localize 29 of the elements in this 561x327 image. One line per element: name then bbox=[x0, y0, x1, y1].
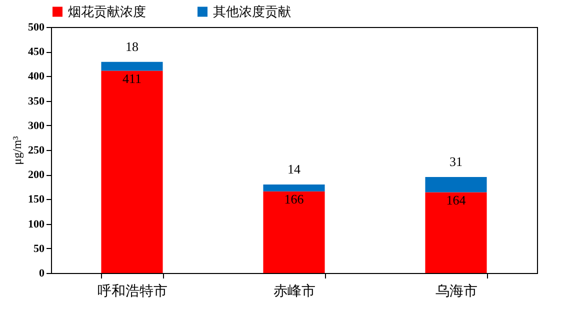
bar bbox=[263, 184, 325, 192]
y-tick-label: 200 bbox=[28, 169, 45, 182]
bar bbox=[425, 192, 487, 273]
x-tick-label: 乌海市 bbox=[436, 284, 478, 300]
x-tick-label: 赤峰市 bbox=[274, 284, 316, 300]
bar bbox=[101, 70, 163, 273]
y-tick-label: 350 bbox=[28, 95, 45, 108]
y-tick-label: 500 bbox=[28, 22, 45, 34]
data-label: 31 bbox=[450, 154, 462, 170]
bar bbox=[263, 191, 325, 273]
x-tick-label: 呼和浩特市 bbox=[98, 284, 168, 300]
y-tick-label: 300 bbox=[28, 120, 45, 132]
legend-label: 烟花贡献浓度 bbox=[68, 4, 146, 20]
data-label: 164 bbox=[446, 192, 466, 208]
data-label: 14 bbox=[288, 161, 301, 176]
data-label: 18 bbox=[126, 38, 138, 54]
y-tick-label: 450 bbox=[28, 46, 45, 58]
y-tick-label: 150 bbox=[28, 194, 45, 206]
data-label: 166 bbox=[284, 191, 304, 206]
data-label: 411 bbox=[122, 70, 142, 86]
y-tick-label: 400 bbox=[28, 70, 45, 83]
bar bbox=[101, 62, 163, 71]
y-axis-title: μg/m³ bbox=[10, 136, 24, 165]
y-tick-label: 0 bbox=[39, 268, 45, 280]
bar bbox=[425, 177, 487, 192]
y-tick-label: 250 bbox=[28, 144, 45, 156]
y-tick-label: 50 bbox=[34, 242, 45, 255]
legend-label: 其他浓度贡献 bbox=[213, 4, 291, 20]
y-tick-label: 100 bbox=[28, 218, 45, 230]
